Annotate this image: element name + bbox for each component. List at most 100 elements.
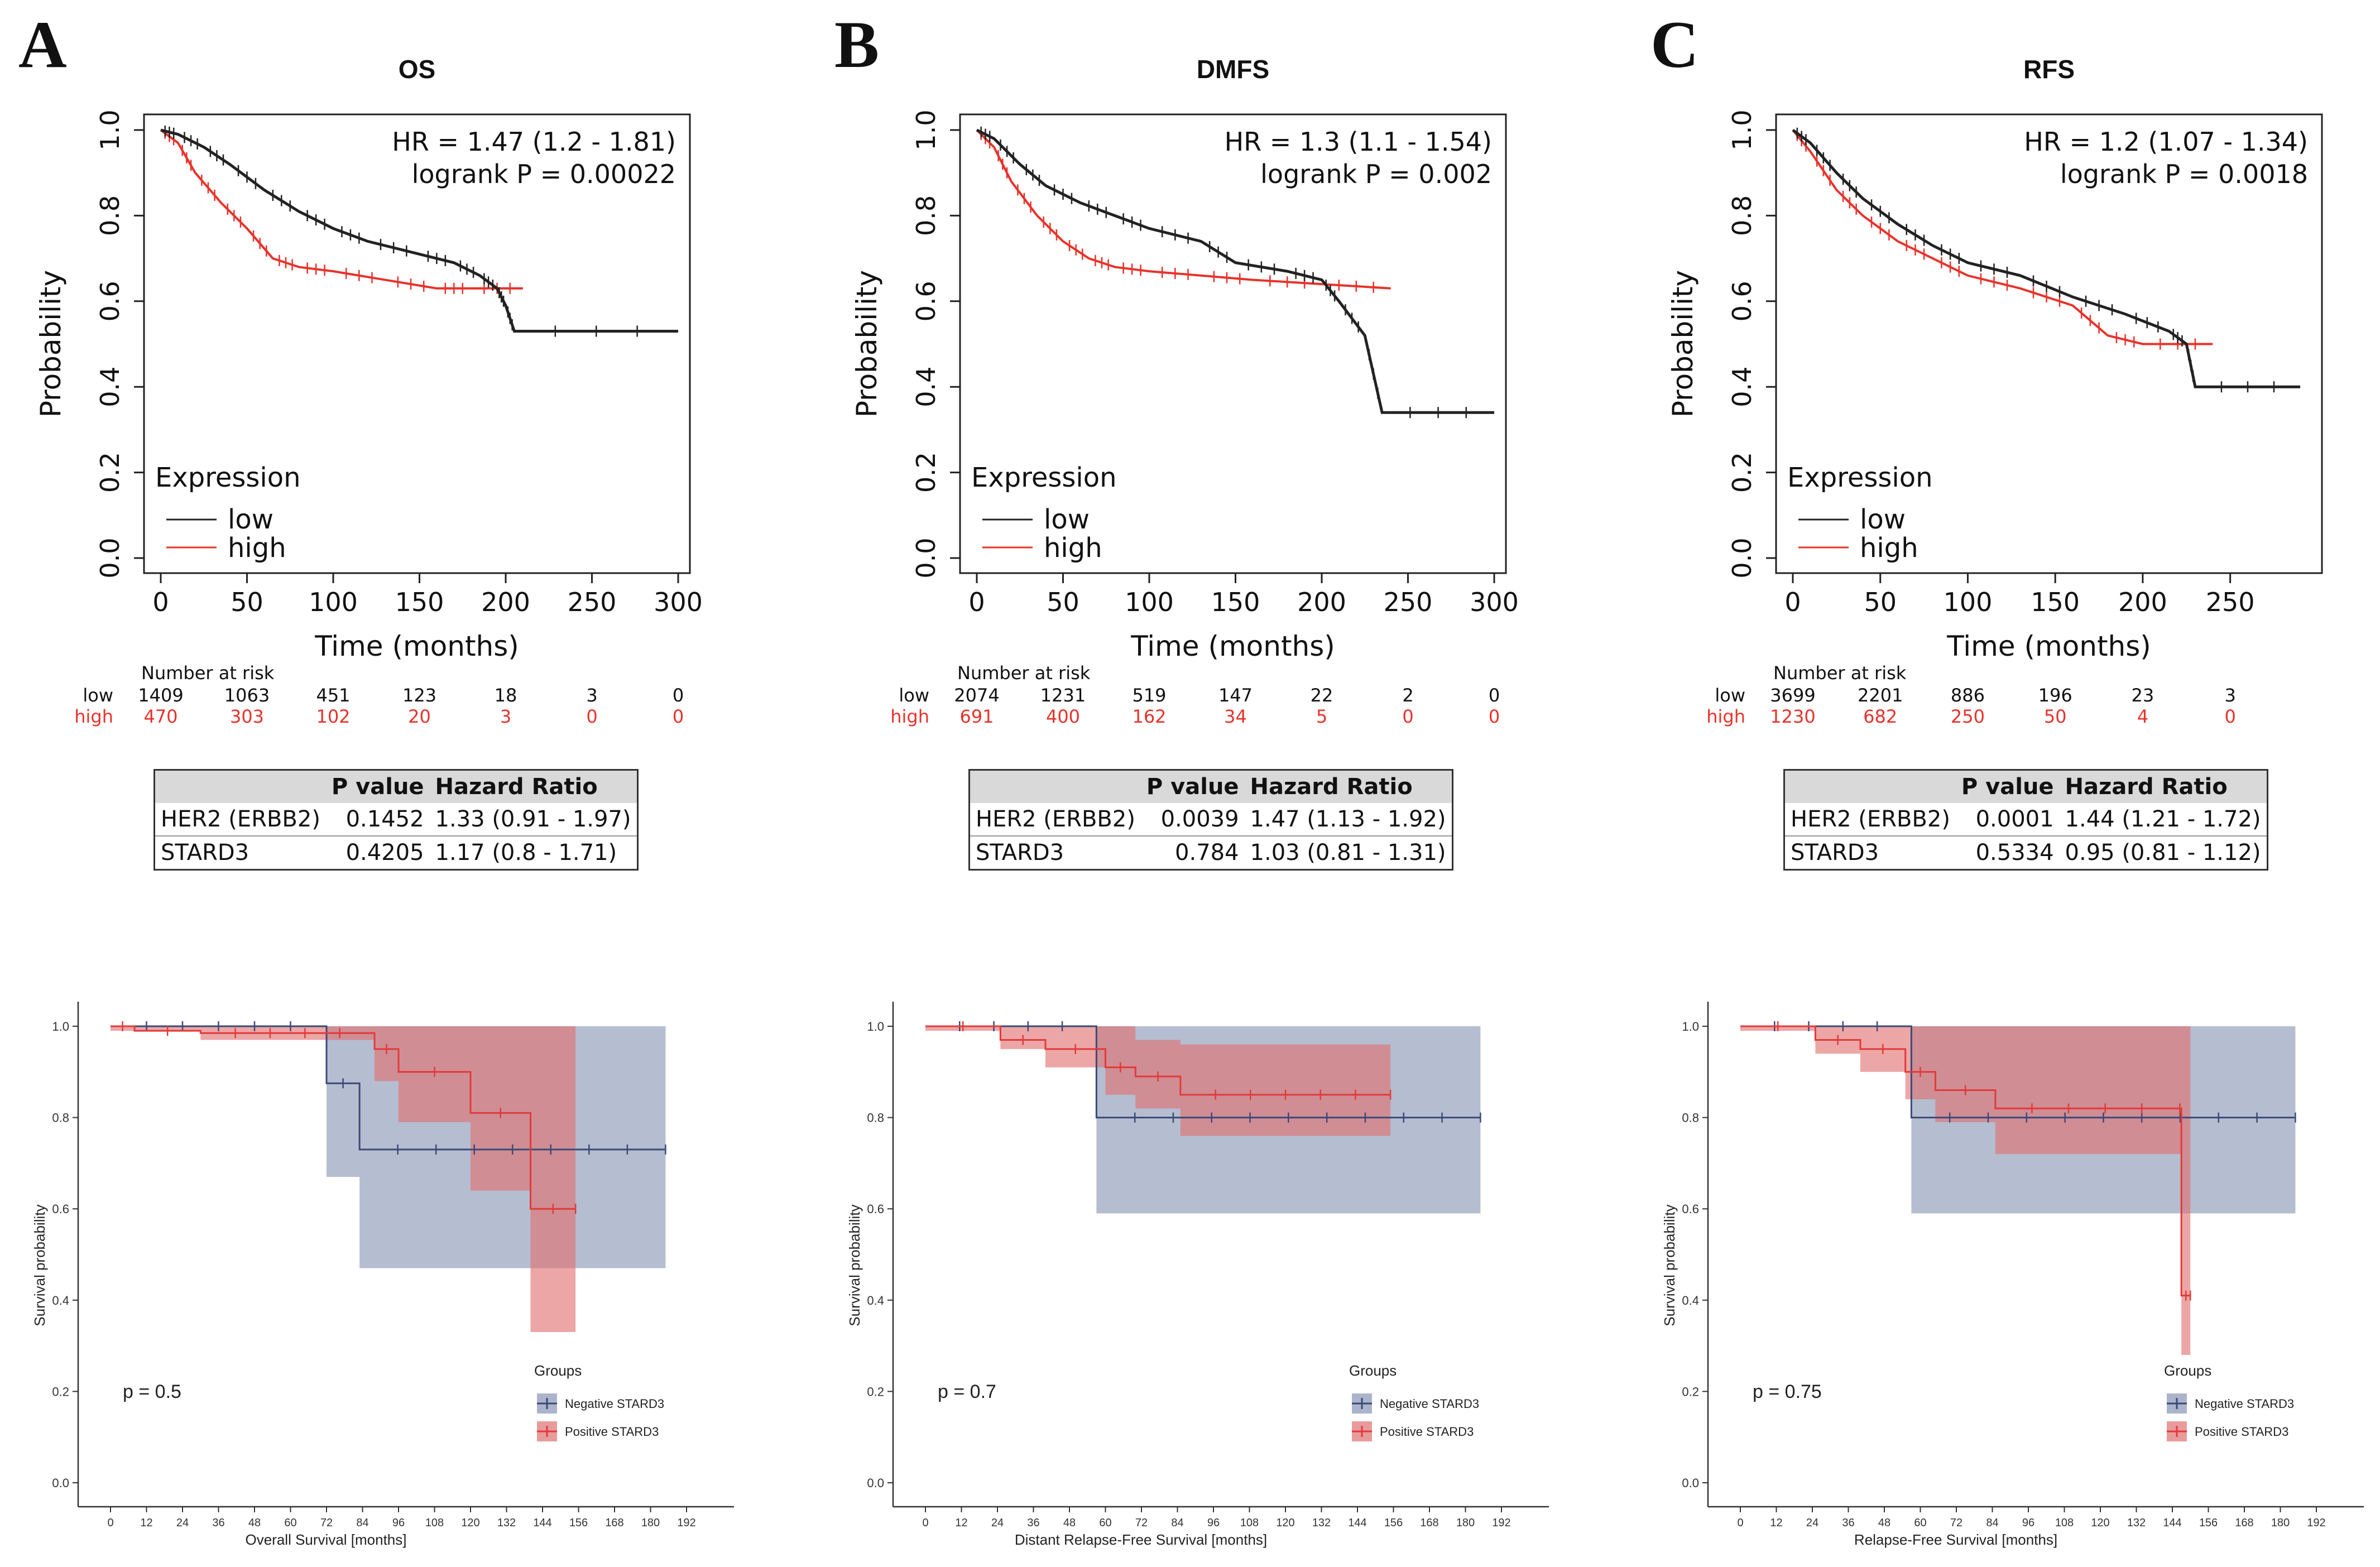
x-tick-label: 200 [481, 587, 530, 617]
x-tick-label: 250 [2206, 587, 2255, 617]
legend-title: Expression [1787, 462, 1933, 493]
legend-label: Positive STARD3 [565, 1425, 659, 1439]
x-tick-label: 50 [231, 587, 263, 617]
x-tick-label: 12 [1770, 1517, 1782, 1529]
hr-table-header-blank [154, 770, 326, 803]
x-tick-label: 108 [1240, 1517, 1259, 1529]
y-axis-label: Probability [851, 270, 883, 417]
risk-row-label-low: low [899, 685, 929, 706]
legend-label-low: low [228, 504, 273, 535]
x-tick-label: 168 [2235, 1517, 2253, 1529]
p-value: 0.1452 [325, 803, 430, 837]
plot-frame [143, 113, 691, 574]
x-axis-label: Time (months) [1946, 630, 2151, 662]
x-tick-label: 132 [497, 1517, 516, 1529]
y-tick-label: 0.8 [867, 1111, 884, 1125]
hr-table-row: STARD3 0.4205 1.17 (0.8 - 1.71) [155, 836, 638, 870]
risk-row-label-high: high [890, 706, 929, 727]
panel-letter: B [834, 7, 879, 81]
risk-row-label-high: high [1706, 706, 1745, 727]
x-tick-label: 24 [991, 1517, 1004, 1529]
x-tick-label: 168 [605, 1517, 623, 1529]
x-tick-label: 50 [1864, 587, 1897, 617]
risk-value-high: 0 [1402, 706, 1413, 727]
x-tick-label: 72 [320, 1517, 333, 1529]
x-tick-label: 156 [1384, 1517, 1403, 1529]
ci-band-positive [111, 1026, 576, 1333]
risk-value-high: 1230 [1770, 706, 1815, 727]
x-axis-label: Relapse-Free Survival [months] [1854, 1531, 2057, 1548]
y-tick-label: 0.4 [95, 367, 125, 407]
risk-title: Number at risk [141, 662, 275, 684]
x-tick-label: 250 [1384, 587, 1433, 617]
x-tick-label: 192 [1492, 1517, 1510, 1529]
x-tick-label: 300 [1470, 587, 1519, 617]
x-tick-label: 72 [1950, 1517, 1962, 1529]
km-curve-low [976, 128, 1494, 414]
hr-table-header-hr: Hazard Ratio [429, 770, 638, 803]
legend-label: Negative STARD3 [1380, 1397, 1479, 1411]
x-tick-label: 0 [107, 1517, 113, 1529]
logrank-text: logrank P = 0.00022 [412, 159, 676, 189]
legend-label: Positive STARD3 [1380, 1425, 1474, 1439]
x-tick-label: 12 [140, 1517, 152, 1529]
x-tick-label: 48 [248, 1517, 261, 1529]
x-tick-label: 48 [1878, 1517, 1890, 1529]
y-tick-label: 0.2 [52, 1385, 69, 1398]
x-tick-label: 144 [1348, 1517, 1366, 1529]
x-axis-label: Distant Relapse-Free Survival [months] [1015, 1531, 1267, 1548]
p-value: 0.0001 [1955, 803, 2060, 837]
legend-title: Groups [1349, 1362, 1397, 1379]
y-tick-label: 1.0 [1727, 109, 1757, 150]
risk-value-high: 470 [143, 706, 177, 727]
x-tick-label: 72 [1135, 1517, 1148, 1529]
risk-row-label-low: low [1715, 685, 1745, 706]
y-tick-label: 0.4 [1727, 367, 1757, 407]
x-axis-label: Overall Survival [months] [246, 1531, 407, 1548]
x-tick-label: 0 [922, 1517, 928, 1529]
risk-value-high: 34 [1224, 706, 1247, 727]
x-tick-label: 132 [1312, 1517, 1331, 1529]
p-value: 0.784 [1175, 840, 1239, 866]
risk-value-high: 0 [586, 706, 597, 727]
hr-text: HR = 1.47 (1.2 - 1.81) [392, 127, 676, 157]
survival-curve-positive [925, 1025, 1391, 1096]
x-tick-label: 150 [1211, 587, 1260, 617]
legend-label-high: high [228, 532, 286, 564]
y-tick-label: 0.0 [911, 537, 941, 578]
y-tick-label: 0.2 [867, 1385, 884, 1398]
x-tick-label: 60 [1914, 1517, 1926, 1529]
risk-value-high: 0 [1489, 706, 1500, 727]
y-tick-label: 0.8 [1727, 195, 1757, 236]
y-tick-label: 1.0 [1682, 1020, 1699, 1034]
x-tick-label: 0 [1784, 587, 1801, 617]
y-axis-label: Probability [35, 270, 67, 417]
risk-value-low: 886 [1951, 685, 1985, 706]
x-tick-label: 0 [152, 587, 169, 617]
x-tick-label: 250 [568, 587, 617, 617]
x-tick-label: 96 [392, 1517, 405, 1529]
legend-label: Positive STARD3 [2195, 1425, 2288, 1439]
hr-table-b: P value Hazard Ratio HER2 (ERBB2) 0.0039… [968, 769, 1453, 871]
hr-table-header-blank [969, 770, 1141, 803]
p-value: 0.0039 [1140, 803, 1245, 837]
hr-table-row: STARD3 0.5334 0.95 (0.81 - 1.12) [1784, 836, 2268, 870]
y-tick-label: 1.0 [52, 1020, 69, 1034]
risk-value-high: 250 [1951, 706, 1985, 727]
y-tick-label: 0.4 [52, 1294, 69, 1308]
x-tick-label: 100 [309, 587, 358, 617]
gene-name: HER2 (ERBB2) [969, 803, 1141, 837]
risk-value-high: 691 [959, 706, 994, 727]
hr-table-header-pvalue: P value [1955, 770, 2060, 803]
y-axis-label: Survival probability [1661, 1204, 1678, 1326]
hr-table-c: P value Hazard Ratio HER2 (ERBB2) 0.0001… [1783, 769, 2268, 871]
y-tick-label: 0.4 [911, 367, 941, 407]
y-axis-label: Survival probability [846, 1204, 863, 1326]
p-value: 0.5334 [1975, 840, 2054, 866]
y-tick-label: 0.0 [1727, 537, 1757, 578]
y-tick-label: 0.6 [1727, 281, 1757, 321]
legend-label-high: high [1860, 532, 1918, 564]
hazard-ratio: 0.95 (0.81 - 1.12) [2065, 840, 2261, 866]
hazard-ratio: 1.33 (0.91 - 1.97) [429, 803, 638, 837]
